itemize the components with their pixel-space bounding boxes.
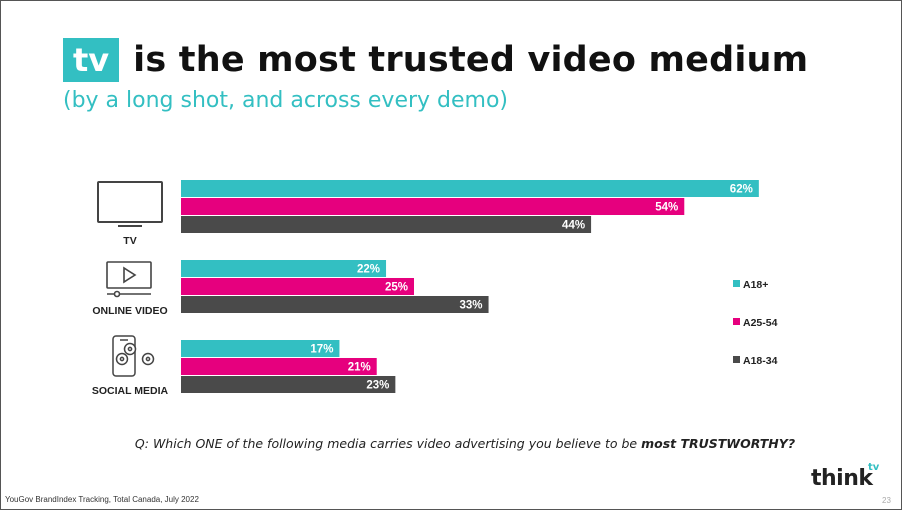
data-label: 21% [348,362,371,374]
bar [181,376,396,393]
data-label: 54% [655,202,678,214]
bar [181,358,377,375]
category-label: ONLINE VIDEO [92,305,167,317]
question-text: Q: Which ONE of the following media carr… [134,436,642,451]
legend-swatch [733,356,740,363]
page-title: is the most trusted video medium [133,40,809,80]
bar [181,278,414,295]
page-subtitle: (by a long shot, and across every demo) [63,88,509,113]
source-note: YouGov BrandIndex Tracking, Total Canada… [5,495,199,504]
online-video-icon [106,261,152,298]
legend-label: A25-54 [743,317,778,329]
bar [181,340,340,357]
legend-swatch [733,318,740,325]
bar [181,296,489,313]
think-tv-logo: think tv [811,462,879,491]
bar [181,198,685,215]
bar [181,216,592,233]
data-label: 23% [366,380,389,392]
data-label: 22% [357,264,380,276]
title-row: tv is the most trusted video medium [63,37,808,83]
legend-label: A18-34 [743,355,778,367]
logo-text: think [811,466,873,491]
survey-question: Q: Which ONE of the following media carr… [0,436,902,451]
data-label: 62% [730,184,753,196]
data-label: 25% [385,282,408,294]
legend-swatch [733,280,740,287]
category-label: TV [123,235,136,247]
legend-label: A18+ [743,279,768,291]
question-emphasis: most TRUSTWORTHY? [641,436,796,451]
bar [181,180,759,197]
bar [181,260,387,277]
data-label: 33% [460,300,483,312]
tv-icon [97,181,163,227]
page-number: 23 [882,496,891,505]
title-highlight: tv [63,38,120,82]
data-label: 44% [562,220,585,232]
social-media-icon [112,335,155,377]
data-label: 17% [310,344,333,356]
category-label: SOCIAL MEDIA [92,385,169,397]
logo-superscript: tv [868,462,880,473]
